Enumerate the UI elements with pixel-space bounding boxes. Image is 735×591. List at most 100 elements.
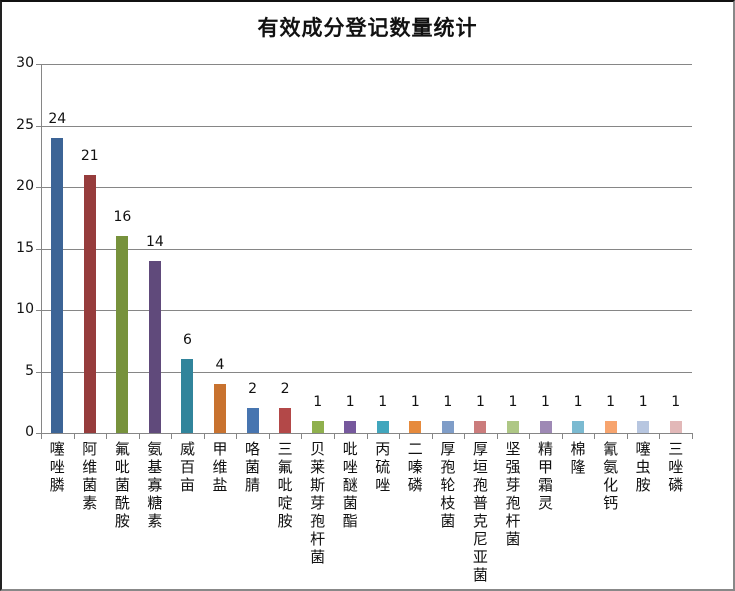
data-label: 1 xyxy=(345,393,355,410)
y-tick-label: 15 xyxy=(16,239,34,256)
bar xyxy=(214,383,227,433)
y-tick-mark xyxy=(36,248,41,250)
x-tick-label: 精甲霜灵 xyxy=(538,440,554,512)
bar xyxy=(604,420,617,433)
bar xyxy=(539,420,552,433)
y-tick-label: 0 xyxy=(25,424,34,440)
x-tick-label: 丙硫唑 xyxy=(375,440,391,494)
data-label: 2 xyxy=(280,381,290,398)
x-tick-label: 坚强芽孢杆菌 xyxy=(505,440,521,548)
bar xyxy=(181,359,194,433)
bar xyxy=(311,420,324,433)
bar xyxy=(409,420,422,433)
gridline xyxy=(41,64,692,65)
data-label: 1 xyxy=(508,393,518,410)
gridline xyxy=(41,125,692,127)
bar xyxy=(51,137,64,433)
y-tick-label: 5 xyxy=(25,362,34,379)
x-tick-mark xyxy=(399,433,401,439)
x-tick-label: 厚垣孢普克尼亚菌 xyxy=(472,440,488,584)
y-tick-mark xyxy=(36,371,41,373)
x-tick-label: 氰氨化钙 xyxy=(603,440,619,512)
x-tick-mark xyxy=(594,433,596,439)
x-tick-label: 噻虫胺 xyxy=(635,440,651,494)
bar xyxy=(669,420,682,433)
y-tick-label: 20 xyxy=(16,178,34,194)
data-label: 16 xyxy=(113,209,132,226)
data-label: 24 xyxy=(48,110,67,127)
data-label: 1 xyxy=(638,393,648,410)
x-tick-label: 氨基寡糖素 xyxy=(147,440,163,530)
bar xyxy=(148,260,161,433)
bar xyxy=(572,420,585,433)
x-tick-mark xyxy=(464,433,466,439)
y-tick-mark xyxy=(36,187,41,188)
x-tick-label: 贝莱斯芽孢杆菌 xyxy=(310,440,326,566)
gridline xyxy=(41,248,692,250)
data-label: 1 xyxy=(671,393,681,410)
y-tick-mark xyxy=(36,310,41,311)
data-label: 1 xyxy=(410,393,420,410)
x-tick-mark xyxy=(41,433,42,439)
gridline xyxy=(41,187,692,188)
data-label: 4 xyxy=(215,356,225,373)
bar xyxy=(246,408,259,433)
x-tick-mark xyxy=(268,433,270,439)
x-tick-mark xyxy=(496,433,498,439)
y-tick-mark xyxy=(36,64,41,65)
data-label: 21 xyxy=(80,147,99,164)
x-tick-label: 三唑磷 xyxy=(668,440,684,494)
y-tick-label: 30 xyxy=(16,55,34,71)
data-label: 6 xyxy=(183,332,192,349)
x-tick-label: 阿维菌素 xyxy=(82,440,98,512)
data-label: 1 xyxy=(475,393,485,410)
x-tick-mark xyxy=(366,433,368,439)
x-tick-mark xyxy=(692,433,693,439)
x-tick-label: 棉隆 xyxy=(570,440,586,476)
bar xyxy=(474,420,487,433)
gridline xyxy=(41,371,692,373)
data-label: 14 xyxy=(146,233,164,250)
x-tick-label: 厚孢轮枝菌 xyxy=(440,440,456,530)
plot-area: 0 5 10 15 20 25 30 24 噻唑膦 21 阿维菌素 16 氟吡菌酰胺 14 氨基寡糖素 6 威百… xyxy=(16,55,693,584)
x-tick-mark xyxy=(529,433,531,439)
data-label: 1 xyxy=(606,393,616,410)
x-tick-label: 氟吡菌酰胺 xyxy=(114,440,130,530)
y-tick-mark xyxy=(36,125,41,127)
x-tick-label: 吡唑醚菌酯 xyxy=(342,440,358,530)
x-tick-mark xyxy=(73,433,75,439)
x-tick-label: 威百亩 xyxy=(179,440,195,494)
x-tick-label: 三氟吡啶胺 xyxy=(277,440,293,530)
x-tick-mark xyxy=(333,433,335,439)
x-tick-mark xyxy=(561,433,563,439)
x-tick-mark xyxy=(106,433,108,439)
x-tick-mark xyxy=(203,433,205,439)
x-tick-label: 咯菌腈 xyxy=(245,440,261,494)
x-tick-label: 甲维盐 xyxy=(212,440,228,494)
bar xyxy=(376,420,389,433)
bar xyxy=(279,408,292,433)
bar xyxy=(506,420,519,433)
x-tick-mark xyxy=(659,433,661,439)
x-tick-mark xyxy=(138,433,140,439)
bar xyxy=(83,174,96,433)
data-label: 2 xyxy=(248,381,258,398)
x-tick-mark xyxy=(431,433,433,439)
data-label: 1 xyxy=(541,393,550,410)
y-tick-mark xyxy=(36,433,41,434)
bar xyxy=(116,236,129,433)
bar xyxy=(637,420,650,433)
chart-title: 有效成分登记数量统计 xyxy=(257,15,478,40)
x-tick-mark xyxy=(301,433,303,439)
data-label: 1 xyxy=(378,393,388,410)
gridline xyxy=(41,310,692,311)
data-label: 1 xyxy=(443,393,453,410)
x-tick-mark xyxy=(171,433,173,439)
x-tick-label: 二嗪磷 xyxy=(407,440,423,494)
y-tick-label: 25 xyxy=(16,116,34,133)
x-tick-mark xyxy=(236,433,238,439)
bar xyxy=(344,420,357,433)
data-label: 1 xyxy=(313,393,323,410)
data-label: 1 xyxy=(573,393,583,410)
